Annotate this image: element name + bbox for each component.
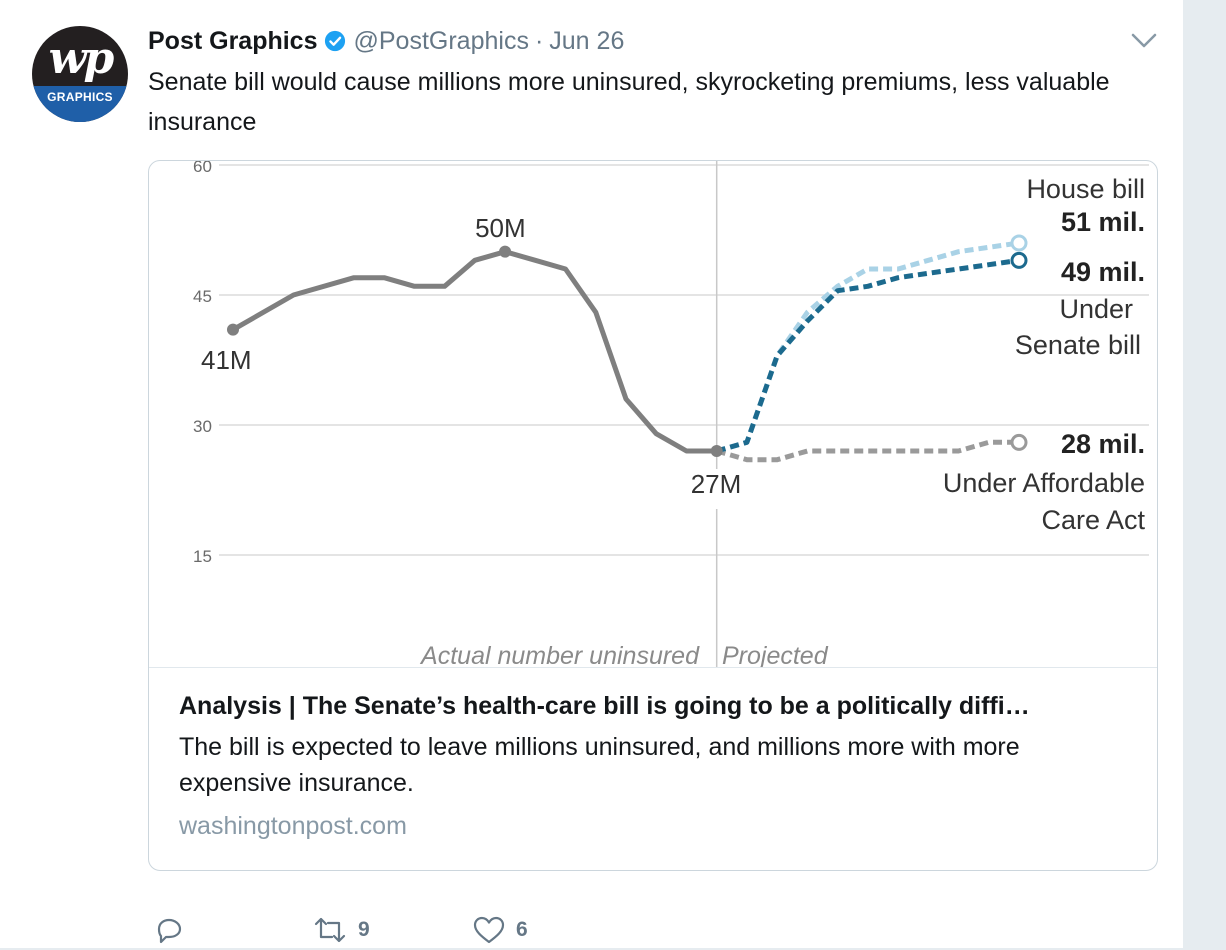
label-aca-name-2: Care Act (1041, 505, 1145, 535)
label-senate-name-1: Under (1059, 294, 1133, 324)
avatar-band (32, 86, 128, 122)
label-actual: Actual number uninsured (419, 642, 700, 667)
heart-icon (473, 916, 505, 944)
label-house-value: 51 mil. (1061, 207, 1145, 237)
avatar[interactable]: wp GRAPHICS (32, 26, 128, 122)
card-description: The bill is expected to leave millions u… (179, 733, 1020, 797)
like-button[interactable]: 6 (472, 915, 528, 945)
label-low-value: 27M (691, 469, 742, 499)
point-start (227, 323, 239, 336)
label-house-name-clipped: Under (1064, 161, 1135, 165)
chevron-down-icon[interactable] (1130, 32, 1158, 50)
link-card[interactable]: 60 45 30 15 41M 50M 27M Actual number uninsure… (148, 160, 1158, 871)
tweet-header: Post Graphics @PostGraphics · Jun 26 (148, 24, 624, 58)
label-projected: Projected (722, 642, 829, 667)
label-start-value: 41M (201, 345, 252, 375)
series-line-house (716, 240, 1020, 454)
y-tick-label: 30 (193, 417, 212, 436)
card-chart-image: 60 45 30 15 41M 50M 27M Actual number uninsure… (149, 161, 1157, 668)
tweet-date[interactable]: Jun 26 (549, 26, 625, 55)
like-count: 6 (516, 918, 528, 941)
retweet-icon (314, 917, 346, 943)
avatar-badge-text: GRAPHICS (47, 90, 113, 104)
author-name[interactable]: Post Graphics (148, 26, 318, 55)
card-domain: washingtonpost.com (179, 812, 407, 840)
retweet-count: 9 (358, 918, 370, 941)
label-senate-name-2: Senate bill (1015, 330, 1141, 360)
card-title[interactable]: Analysis | The Senate’s health-care bill… (179, 692, 1030, 720)
y-tick-label: 45 (193, 287, 212, 306)
label-aca-name-1: Under Affordable (943, 468, 1145, 498)
end-marker-aca (1010, 433, 1028, 451)
y-tick-label: 60 (193, 161, 212, 176)
reply-button[interactable] (154, 915, 184, 945)
uninsured-chart: 60 45 30 15 41M 50M 27M Actual number uninsure… (193, 161, 1149, 667)
retweet-button[interactable]: 9 (312, 915, 370, 945)
tweet: wp GRAPHICS Post Graphics @PostGraphics … (0, 0, 1183, 948)
label-house-name: House bill (1026, 174, 1145, 204)
point-peak (499, 245, 512, 258)
reply-icon (157, 918, 182, 944)
end-marker-house (1010, 234, 1028, 252)
series-line-actual (231, 249, 717, 454)
label-aca-value: 28 mil. (1061, 429, 1145, 459)
series-line-senate (716, 257, 1020, 454)
wp-logo: wp (48, 33, 115, 84)
y-tick-label: 15 (193, 547, 212, 566)
label-senate-value: 49 mil. (1061, 257, 1145, 287)
series-line-aca (716, 439, 1019, 463)
author-handle[interactable]: @PostGraphics (353, 26, 529, 55)
label-peak-value: 50M (475, 213, 526, 243)
card-body: Analysis | The Senate’s health-care bill… (179, 689, 1139, 843)
point-low (710, 445, 723, 457)
separator-dot: · (534, 26, 544, 55)
end-marker-senate (1010, 251, 1028, 269)
tweet-text: Senate bill would cause millions more un… (148, 68, 1110, 136)
verified-badge-icon (324, 30, 345, 52)
